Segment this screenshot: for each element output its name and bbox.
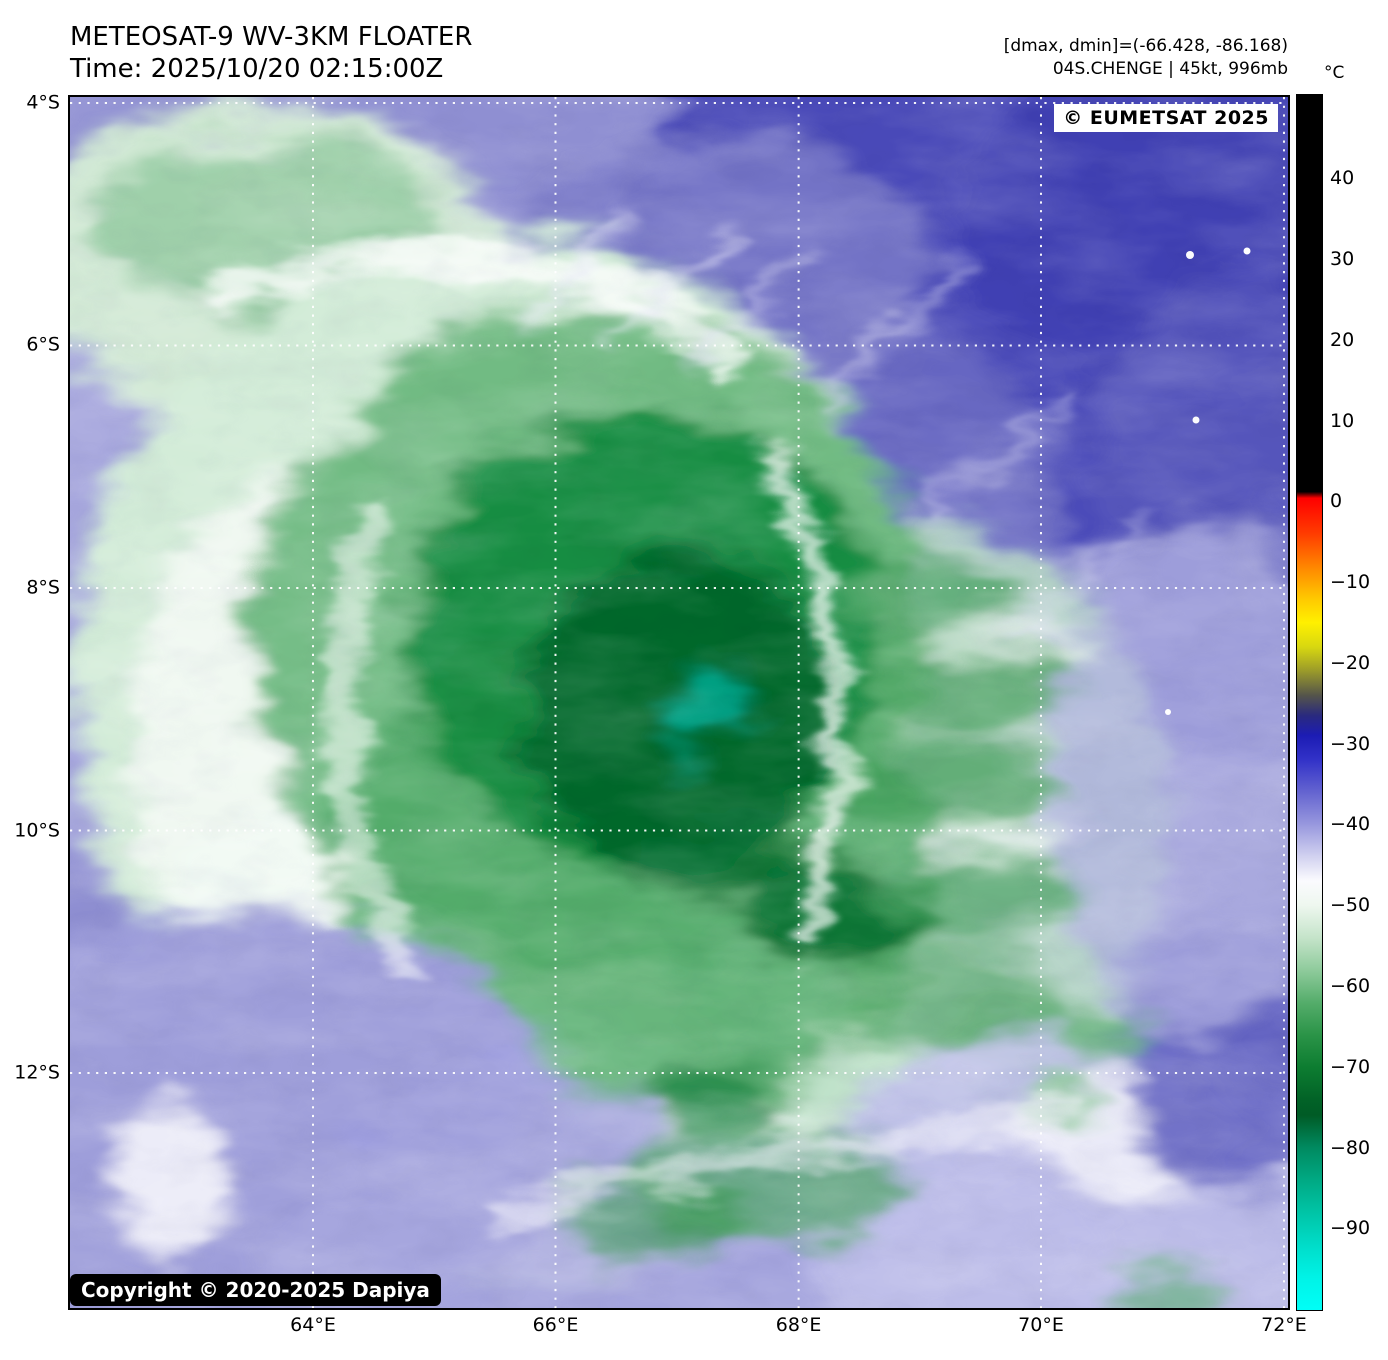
colorbar-tick-label: 20: [1330, 328, 1355, 351]
lat-tick-label: 10°S: [14, 819, 60, 842]
gridlines: [70, 97, 1288, 1308]
colorbar-tick-label: 40: [1330, 167, 1355, 190]
page-title: METEOSAT-9 WV-3KM FLOATER: [70, 22, 473, 52]
colorbar-tick-label: −70: [1330, 1055, 1371, 1078]
colorbar-tick-label: 30: [1330, 247, 1355, 270]
lat-tick-label: 12°S: [14, 1061, 60, 1084]
colorbar-tick-label: −30: [1330, 732, 1371, 755]
lon-tick-label: 66°E: [532, 1314, 579, 1336]
colorbar-tick-label: −40: [1330, 813, 1371, 836]
lon-tick-label: 68°E: [775, 1314, 822, 1336]
colorbar-tick-label: −90: [1330, 1217, 1371, 1240]
timestamp-label: Time: 2025/10/20 02:15:00Z: [70, 54, 444, 84]
map-area: © EUMETSAT 2025 Copyright © 2020-2025 Da…: [68, 95, 1290, 1310]
lat-tick-label: 8°S: [26, 576, 60, 599]
texture-shadows: [70, 97, 1288, 1308]
colorbar-tick-label: −60: [1330, 975, 1371, 998]
colorbar-tick-label: −80: [1330, 1136, 1371, 1159]
lon-tick-label: 64°E: [290, 1314, 336, 1336]
colorbar-tick-label: 10: [1330, 409, 1355, 432]
satellite-image: [70, 97, 1288, 1308]
colorbar-unit-label: °C: [1324, 63, 1345, 83]
lat-tick-label: 4°S: [26, 91, 60, 114]
eumetsat-credit-badge: © EUMETSAT 2025: [1054, 104, 1278, 132]
colorbar-tick-label: 0: [1330, 490, 1343, 513]
colorbar-tick-label: −20: [1330, 651, 1371, 674]
lon-tick-label: 70°E: [1018, 1314, 1064, 1336]
colorbar-tick-label: −50: [1330, 894, 1371, 917]
copyright-badge: Copyright © 2020-2025 Dapiya: [70, 1274, 441, 1306]
lon-tick-label: 72°E: [1261, 1314, 1307, 1336]
colorbar-tick-label: −10: [1330, 571, 1371, 594]
colorbar: [1296, 94, 1323, 1311]
colorbar-gradient: [1297, 95, 1322, 1310]
dmax-dmin-info: [dmax, dmin]=(-66.428, -86.168): [1003, 36, 1288, 56]
lat-tick-label: 6°S: [26, 334, 60, 357]
storm-info: 04S.CHENGE | 45kt, 996mb: [1052, 59, 1288, 79]
